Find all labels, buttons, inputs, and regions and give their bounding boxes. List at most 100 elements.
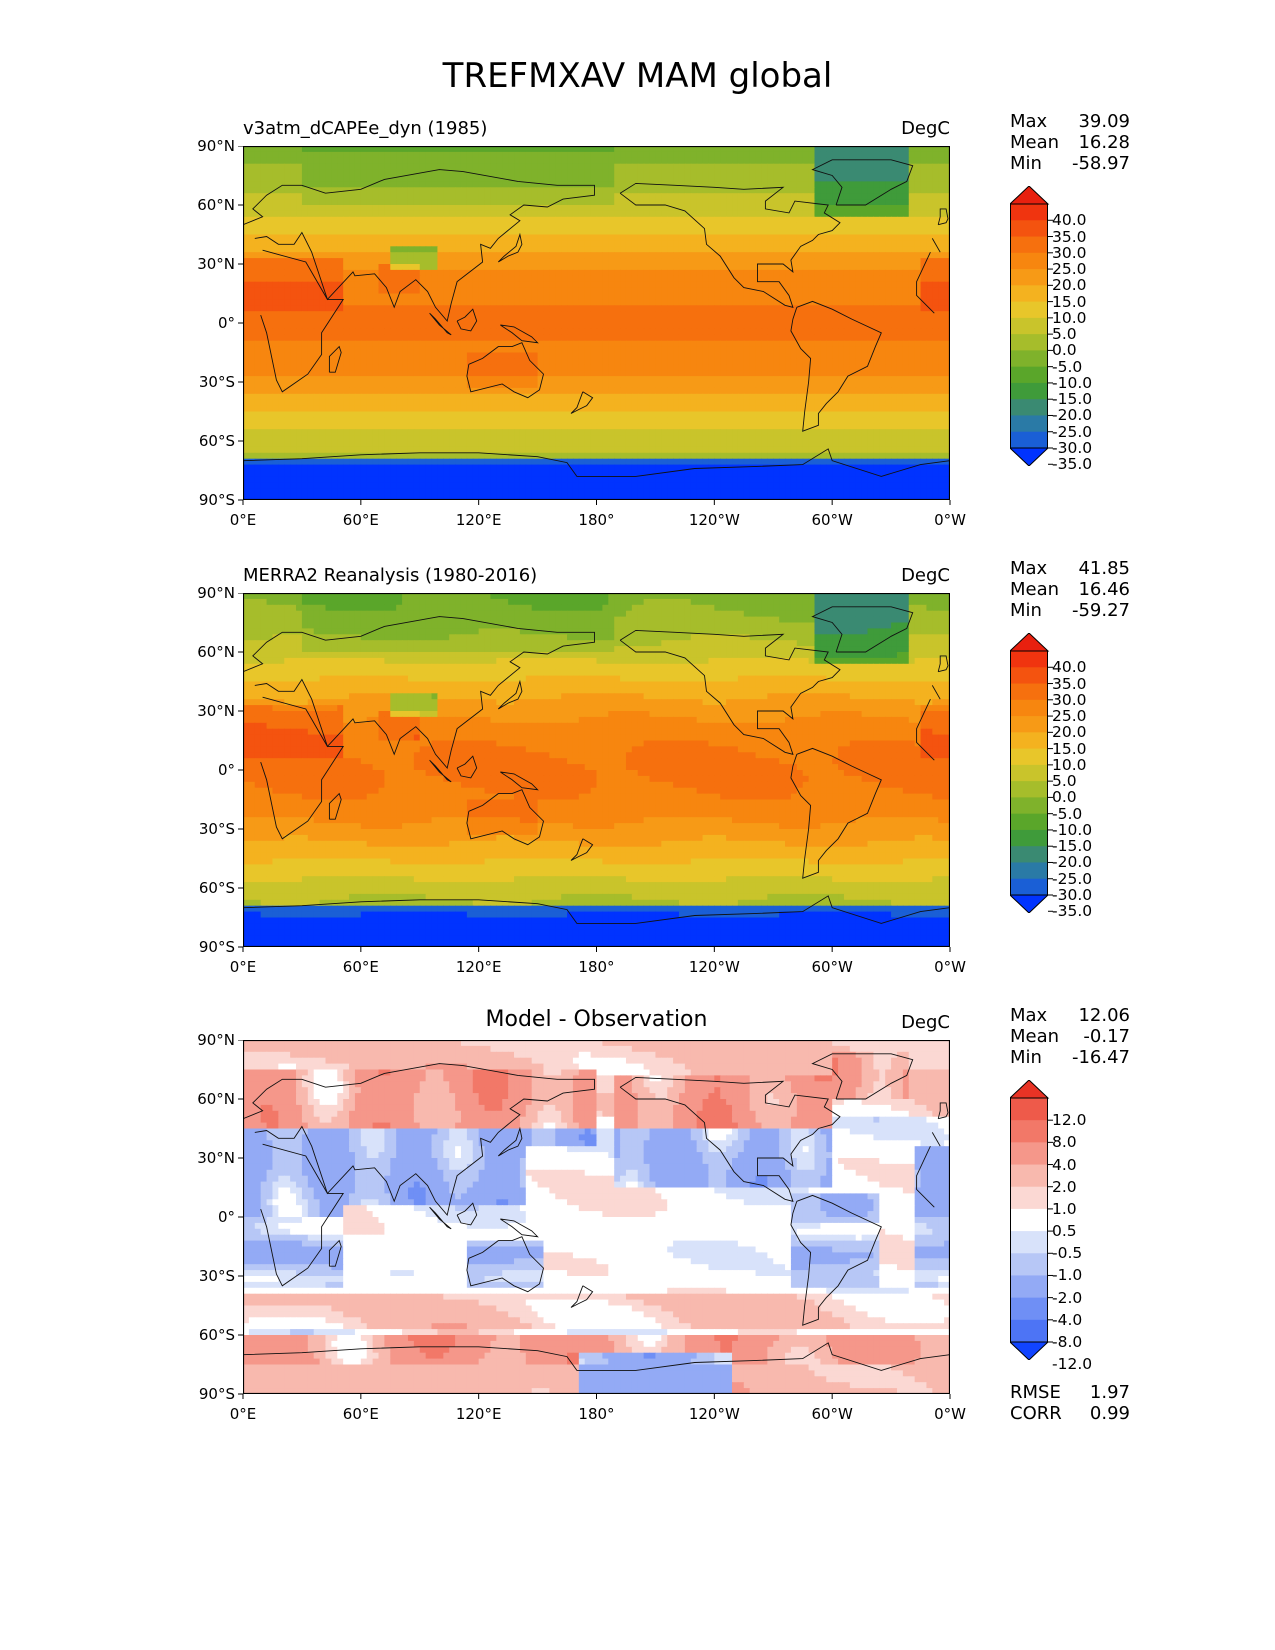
field-cell [649,193,657,200]
field-cell [390,240,397,247]
field-cell [519,205,527,212]
field-cell [944,228,950,236]
field-cell [608,228,615,236]
field-cell [732,281,739,289]
field-cell [891,269,898,277]
field-cell [614,146,621,153]
field-cell [832,269,839,277]
field-cell [578,222,586,230]
field-cell [508,287,515,295]
field-cell [484,293,492,300]
field-cell [537,222,545,230]
field-cell [478,293,486,300]
field-cell [254,210,262,218]
field-cell [637,146,645,153]
field-cell [885,287,892,295]
field-cell [296,193,303,200]
field-cell [360,157,368,165]
field-cell [260,205,268,212]
field-cell [602,169,609,177]
field-cell [472,199,480,206]
field-cell [284,269,291,277]
field-cell [914,193,922,200]
field-cell [301,264,309,271]
field-cell [396,216,403,224]
field-cell [407,175,415,182]
field-cell [366,146,374,153]
field-cell [413,234,421,241]
field-cell [808,181,816,188]
field-cell [696,234,704,241]
field-cell [796,305,804,312]
field-cell [519,157,527,165]
field-cell [502,205,509,212]
field-cell [331,228,338,236]
field-cell [926,199,933,206]
field-cell [926,246,933,253]
field-cell [543,305,550,312]
field-cell [832,181,839,188]
field-cell [620,281,627,289]
field-cell [855,258,863,265]
field-cell [820,181,827,188]
field-cell [419,240,427,247]
field-cell [608,199,615,206]
field-cell [396,205,403,212]
field-cell [944,269,950,277]
field-cell [443,305,450,312]
field-cell [525,228,533,236]
field-cell [714,240,721,247]
field-cell [449,240,456,247]
field-cell [449,199,456,206]
field-cell [649,293,657,300]
field-cell [732,299,739,306]
field-cell [696,199,704,206]
field-cell [614,187,621,194]
field-cell [272,234,279,241]
field-cell [272,175,279,182]
field-cell [602,258,609,265]
field-cell [390,210,397,218]
field-cell [319,146,327,153]
field-cell [390,187,397,194]
field-cell [484,275,492,283]
field-cell [337,193,344,200]
field-cell [896,234,904,241]
field-cell [938,175,945,182]
field-cell [519,175,527,182]
field-cell [667,151,674,159]
field-cell [602,175,609,182]
field-cell [755,275,763,283]
field-cell [325,210,332,218]
field-cell [537,199,545,206]
field-cell [366,151,374,159]
field-cell [773,240,780,247]
field-cell [708,199,715,206]
field-cell [254,175,262,182]
field-cell [349,293,356,300]
field-cell [360,210,368,218]
field-cell [496,199,503,206]
field-cell [702,287,710,295]
field-cell [608,187,615,194]
field-cell [525,199,533,206]
field-cell [620,293,627,300]
field-cell [902,293,910,300]
field-cell [390,181,397,188]
field-cell [914,216,922,224]
field-cell [861,210,869,218]
field-cell [543,234,550,241]
field-cell [944,293,950,300]
field-cell [378,157,385,165]
field-cell [655,216,662,224]
field-cell [508,163,515,171]
field-cell [661,151,668,159]
field-cell [425,281,433,289]
field-cell [254,222,262,230]
field-cell [749,216,757,224]
field-cell [708,305,715,312]
field-cell [590,234,598,241]
field-cell [767,210,774,218]
field-cell [313,205,321,212]
field-cell [631,287,639,295]
